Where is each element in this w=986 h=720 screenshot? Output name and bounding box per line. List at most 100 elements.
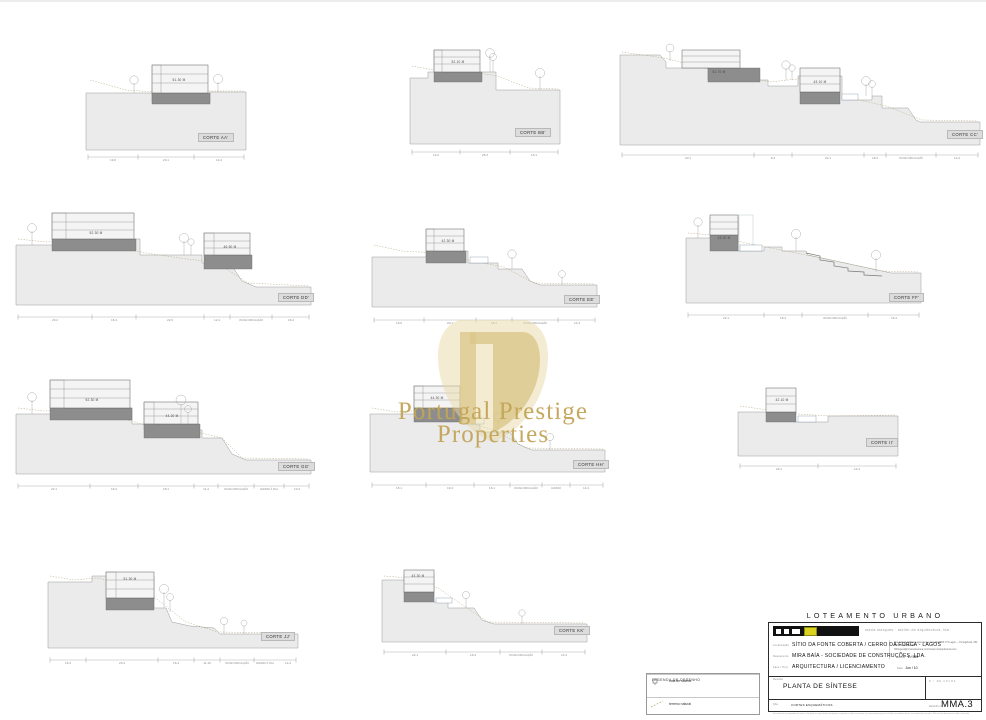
dimension-label: 14.4 — [560, 653, 568, 657]
copyright-note: Este desenho é propriedade do autor e nã… — [773, 713, 970, 715]
dimension-label: 14.4 — [284, 661, 292, 665]
section-corte-aa: 51.30 M CORTE AA' 19.0 23.1 14.4 — [85, 50, 247, 165]
elevation-label: 51.70 M — [712, 70, 726, 74]
scale-field: Escala 1 / 500 — [897, 655, 918, 659]
scale-value: 1 / 500 — [907, 655, 919, 659]
dimension-label: 16.6 — [395, 321, 403, 325]
dimension-label: 14.4 — [582, 486, 590, 490]
dimension-label: ACESSO À VILA — [259, 488, 279, 491]
legend-box: LEGENDA DE DESENHO terreno natural cota … — [646, 673, 760, 715]
title-block: LOTEAMENTO URBANO maria marques · atelie… — [768, 608, 982, 715]
section-corte-kk: 43.30 M CORTE KK' 22.1 16.4 VIA DE CIRCU… — [381, 562, 590, 662]
title-row-location: Localização SÍTIO DA FONTE COBERTA / CER… — [773, 642, 941, 648]
section-corte-jj: 51.30 M CORTE JJ' 16.4 23.4 16.4 11.10 V… — [47, 560, 299, 672]
dimension-label: 22.1 — [50, 487, 58, 491]
legend-label: cota de soleira — [669, 678, 692, 683]
dimension-label: 8.4 — [770, 156, 776, 160]
dimension-label: 16.1 — [488, 486, 496, 490]
sheet-title: LOTEAMENTO URBANO — [806, 610, 944, 620]
dimension-label: VIA DE CIRCULAÇÃO — [508, 654, 534, 657]
section-drawing — [737, 378, 899, 476]
obs-key: Obs. — [773, 703, 779, 706]
section-drawing — [15, 368, 312, 498]
section-corte-bb: 52.10 M CORTE BB' 14.2 25.3 15.1 — [409, 42, 561, 162]
section-drawing — [409, 42, 561, 162]
legend-row: terreno natural — [647, 697, 759, 709]
company-contact-block: Rua Garrett, Edifício Lagos Center, loja… — [894, 642, 978, 651]
elevation-label: 52.10 M — [451, 60, 465, 64]
dimension-label: 22.1 — [411, 653, 419, 657]
section-title: CORTE EE' — [564, 295, 600, 305]
title-row-client: Requerente MIRA BAÍA - SOCIEDADE DE CONS… — [773, 653, 926, 659]
title-block-divider — [769, 699, 981, 700]
drawing-name: PLANTA DE SÍNTESE — [783, 683, 858, 690]
title-block-header: LOTEAMENTO URBANO — [768, 608, 982, 622]
dimension-label: 11.10 — [203, 661, 211, 665]
section-title: CORTE GG' — [278, 462, 315, 472]
section-drawing — [15, 205, 312, 330]
dimension-label: 18.1 — [162, 487, 170, 491]
elevation-label: 51.30 M — [123, 577, 137, 581]
row-value: SÍTIO DA FONTE COBERTA / CERRO DA FORCA … — [792, 642, 942, 648]
dimension-label: 15.1 — [395, 486, 403, 490]
dimension-label: 10.4 — [293, 487, 301, 491]
elevation-label: 43.10 M — [813, 80, 827, 84]
dimension-label: 22.1 — [824, 156, 832, 160]
dimension-label: 16.4 — [64, 661, 72, 665]
row-key: Requerente — [773, 655, 789, 658]
dimension-label: 16.4 — [172, 661, 180, 665]
dimension-label: 14.4 — [953, 156, 961, 160]
dimension-label: 14.4 — [573, 321, 581, 325]
section-title: CORTE KK' — [554, 626, 590, 636]
section-corte-ee: 42.30 M CORTE EE' 16.6 20.1 16.1 VIA DE … — [371, 215, 600, 333]
date-field: Data Jun / 10 — [897, 666, 918, 670]
section-drawing — [47, 560, 299, 672]
section-title: CORTE CC' — [947, 130, 984, 140]
dimension-label: 16.4 — [110, 487, 118, 491]
dimension-label: VIA DE CIRCULAÇÃO — [513, 487, 539, 490]
dimension-label: 16.4 — [110, 318, 118, 322]
dimension-label: VIA DE CIRCULAÇÃO — [238, 319, 264, 322]
dimension-label: 20.1 — [684, 156, 692, 160]
elevation-label: 43.30 M — [411, 574, 425, 578]
section-drawing — [685, 205, 922, 330]
elevation-label: 43.20 M — [717, 236, 731, 240]
company-logo-icon — [773, 626, 859, 636]
dimension-label: 25.3 — [481, 153, 489, 157]
dimension-label: 22.0 — [166, 318, 174, 322]
legend-row: cota de soleira — [647, 674, 759, 686]
drawing-key: Desenho — [773, 678, 784, 681]
dimension-label: 16.4 — [469, 653, 477, 657]
elevation-marker-icon — [650, 676, 664, 686]
section-corte-cc: 51.70 M 43.10 M CORTE CC' 20.1 8.4 22.1 … — [619, 40, 984, 165]
dimension-label: 19.0 — [109, 158, 117, 162]
dimension-label: 20.1 — [775, 467, 783, 471]
section-title: CORTE AA' — [198, 133, 234, 143]
section-corte-hh: 44.30 M CORTE HH' 15.1 19.4 16.1 VIA DE … — [369, 380, 610, 498]
legend-label: terreno natural — [669, 701, 692, 706]
dimension-label: VIA DE CIRCULAÇÃO — [898, 157, 924, 160]
dimension-label: 14.2 — [432, 153, 440, 157]
section-title: CORTE BB' — [515, 128, 551, 138]
row-value: MIRA BAÍA - SOCIEDADE DE CONSTRUÇÕES, LD… — [792, 653, 926, 659]
elevation-label: 52.30 M — [85, 398, 99, 402]
dimension-label: ACESSO À VILA — [255, 662, 275, 665]
dimension-label: VIA DE CIRCULAÇÃO — [223, 488, 249, 491]
section-title: CORTE DD' — [278, 293, 315, 303]
dimension-label: 12.4 — [213, 318, 221, 322]
obs-value: CORTES ESQUEMÁTICOS — [791, 703, 833, 707]
title-block-divider — [889, 640, 890, 659]
row-key: Localização — [773, 644, 789, 647]
section-corte-dd: 52.30 M 46.50 M CORTE DD' 23.2 16.4 22.0… — [15, 205, 315, 330]
row-key: Fase / Proj. — [773, 666, 789, 669]
dimension-label: 16.4 — [890, 316, 898, 320]
section-drawing — [619, 40, 981, 165]
elevation-label: 46.50 M — [223, 245, 237, 249]
title-block-divider — [769, 676, 981, 677]
section-corte-ff: 43.20 M CORTE FF' 22.1 18.4 VIA DE CIRCU… — [685, 205, 925, 330]
dimension-label: 23.1 — [162, 158, 170, 162]
dimension-label: ACESSO — [551, 487, 561, 490]
section-corte-gg: 52.30 M 44.20 M CORTE GG' 22.1 16.4 18.1… — [15, 368, 315, 498]
elevation-label: 42.30 M — [441, 239, 455, 243]
